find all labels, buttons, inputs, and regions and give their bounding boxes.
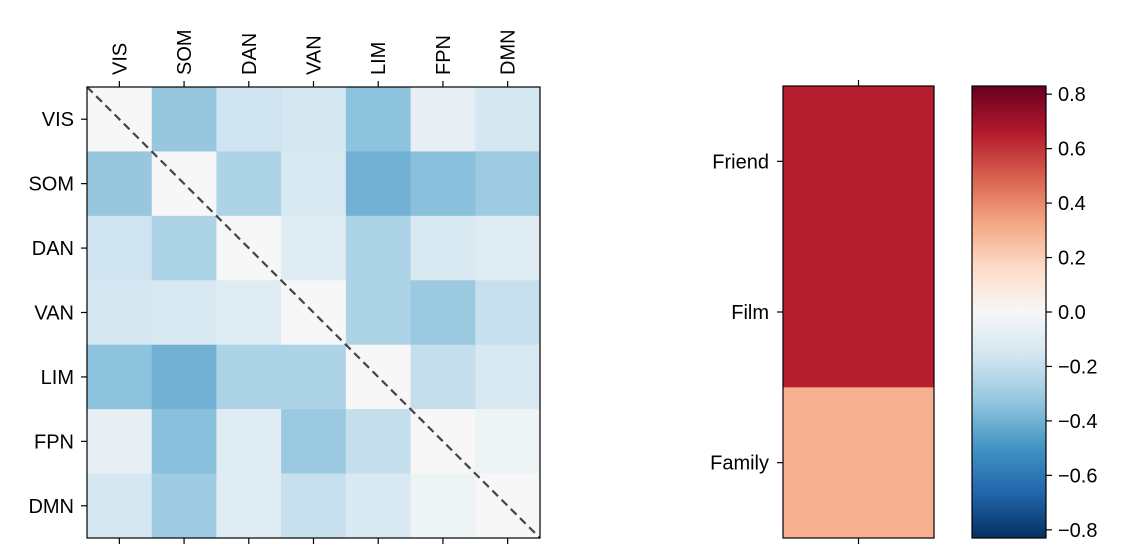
matrix-cell-fpn-dmn	[475, 409, 541, 475]
matrix-cell-fpn-dan	[216, 409, 282, 475]
matrix-cell-dan-som	[151, 215, 217, 281]
top-label-lim: LIM	[368, 42, 390, 75]
row-label-dmn: DMN	[28, 496, 74, 518]
top-label-fpn: FPN	[433, 35, 455, 75]
matrix-cell-fpn-van	[281, 409, 347, 475]
top-label-dan: DAN	[239, 33, 261, 75]
matrix-cell-vis-dmn	[475, 87, 541, 152]
matrix-cell-dmn-vis	[87, 473, 153, 539]
colorbar-tick-label: −0.6	[1058, 465, 1097, 487]
row-label-dan: DAN	[32, 238, 74, 260]
matrix-cell-lim-van	[281, 344, 347, 410]
row-label-som: SOM	[28, 174, 74, 196]
matrix-cell-fpn-som	[151, 409, 217, 475]
matrix-cell-vis-van	[281, 87, 347, 152]
matrix-cell-lim-vis	[87, 344, 153, 410]
matrix-cell-lim-som	[151, 344, 217, 410]
colorbar: 0.8 0.6 0.4 0.2 0.0 −0.2 −0.4 −0.6 −0.8	[971, 84, 1097, 542]
category-cell-film	[783, 236, 934, 388]
category-cell-family	[783, 387, 934, 539]
matrix-cell-van-lim	[345, 280, 412, 346]
matrix-cell-som-vis	[87, 151, 153, 217]
matrix-cell-van-vis	[87, 280, 153, 346]
matrix-cell-lim-fpn	[410, 344, 476, 410]
colorbar-tick-label: −0.8	[1058, 520, 1097, 542]
matrix-cell-som-van	[281, 151, 347, 217]
row-label-vis: VIS	[42, 109, 74, 131]
colorbar-tick-label: 0.6	[1058, 139, 1086, 161]
colorbar-tick-label: 0.4	[1058, 193, 1086, 215]
category-cell-friend	[783, 86, 934, 238]
matrix-cell-van-dmn	[475, 280, 541, 346]
matrix-cell-vis-lim	[345, 87, 412, 152]
colorbar-tick-label: 0.2	[1058, 248, 1086, 270]
colorbar-tick-label: −0.4	[1058, 411, 1097, 433]
colorbar-tick-label: 0.0	[1058, 302, 1086, 324]
matrix-cell-dmn-van	[281, 473, 347, 539]
colorbar-tick-label: 0.8	[1058, 84, 1086, 106]
row-label-van: VAN	[34, 303, 74, 325]
matrix-cell-dmn-dan	[216, 473, 282, 539]
matrix-cell-lim-dan	[216, 344, 282, 410]
category-heatmap: Friend Film Family	[710, 80, 935, 544]
matrix-cell-som-dan	[216, 151, 282, 217]
matrix-cell-vis-dan	[216, 87, 282, 152]
matrix-cell-van-som	[151, 280, 217, 346]
matrix-cell-dmn-fpn	[410, 473, 476, 539]
category-label-family: Family	[710, 453, 769, 475]
matrix-cell-fpn-lim	[345, 409, 412, 475]
matrix-cell-som-fpn	[410, 151, 476, 217]
matrix-cell-dan-van	[281, 215, 347, 281]
top-label-som: SOM	[174, 29, 196, 75]
matrix-cell-lim-dmn	[475, 344, 541, 410]
colorbar-tick-label: −0.2	[1058, 356, 1097, 378]
diagonal-dashed-line	[86, 86, 541, 539]
matrix-cell-vis-fpn	[410, 87, 476, 152]
correlation-matrix: VIS VIS SOM SOM DAN DAN VAN VAN LIM LIM FPN FPN DMN D…	[28, 29, 541, 544]
row-label-fpn: FPN	[34, 431, 74, 453]
matrix-cell-dmn-lim	[345, 473, 412, 539]
matrix-cell-vis-som	[151, 87, 217, 152]
row-label-lim: LIM	[41, 367, 74, 389]
matrix-cell-van-dan	[216, 280, 282, 346]
category-label-friend: Friend	[712, 151, 769, 173]
matrix-cell-dmn-som	[151, 473, 217, 539]
category-label-film: Film	[731, 302, 769, 324]
matrix-cell-som-lim	[345, 151, 412, 217]
colorbar-gradient	[971, 85, 1047, 539]
top-label-van: VAN	[304, 35, 326, 75]
matrix-cell-dan-vis	[87, 215, 153, 281]
top-label-dmn: DMN	[498, 29, 520, 75]
matrix-cell-van-fpn	[410, 280, 476, 346]
matrix-cell-fpn-vis	[87, 409, 153, 475]
matrix-cell-dan-dmn	[475, 215, 541, 281]
top-label-vis: VIS	[109, 43, 131, 75]
matrix-cell-som-dmn	[475, 151, 541, 217]
matrix-cell-dan-fpn	[410, 215, 476, 281]
matrix-cell-dan-lim	[345, 215, 412, 281]
